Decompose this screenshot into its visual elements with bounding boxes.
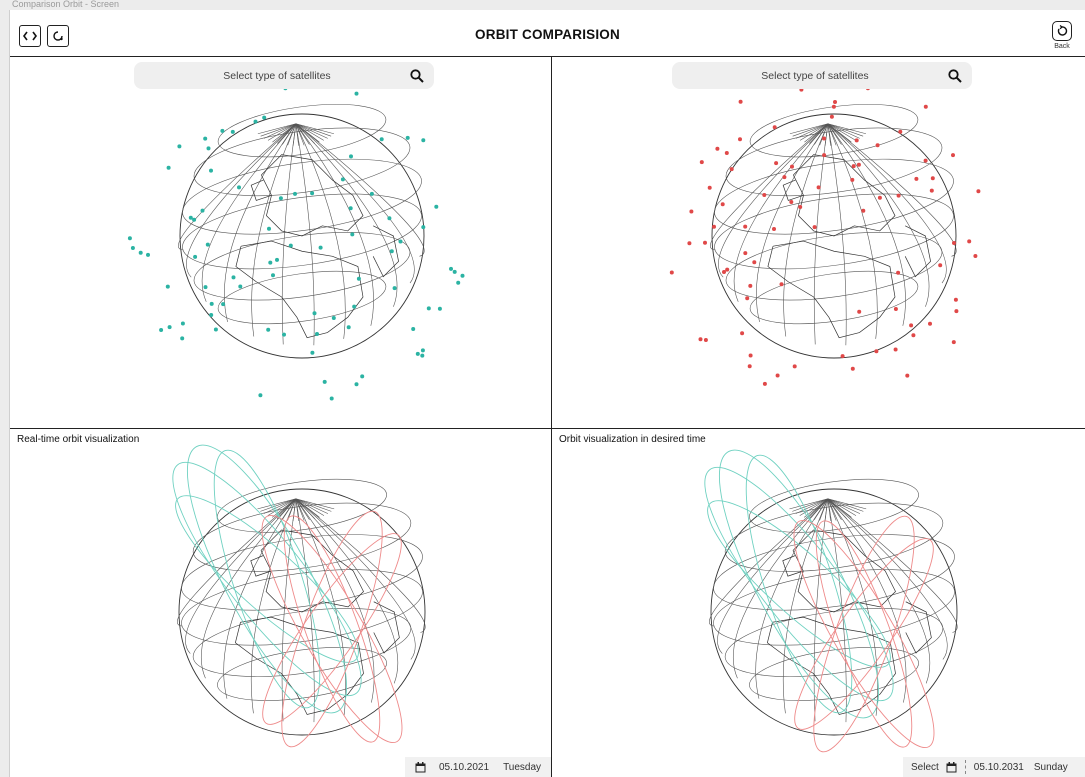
- page-title: ORBIT COMPARISION: [475, 27, 620, 42]
- back-label: Back: [1054, 43, 1070, 50]
- calendar-icon[interactable]: [946, 761, 957, 773]
- search-placeholder-right: Select type of satellites: [761, 69, 869, 82]
- search-placeholder-left: Select type of satellites: [223, 69, 331, 82]
- panel-satellites-left: Select type of satellites: [10, 57, 552, 429]
- date-selector-desired: Select 05.10.2031 Sunday: [903, 757, 1085, 777]
- earth-globe: [710, 104, 957, 359]
- date-select-button[interactable]: Select: [911, 761, 939, 773]
- orbit-globe-realtime[interactable]: [10, 429, 552, 777]
- top-bar: ORBIT COMPARISION Back: [10, 10, 1085, 57]
- back-button[interactable]: Back: [1050, 21, 1074, 50]
- panel-desired-time-orbits: Orbit visualization in desired time Sele…: [552, 429, 1085, 777]
- satellite-globe-right[interactable]: [552, 57, 1085, 429]
- orbit-paths: [704, 449, 935, 753]
- code-brackets-icon: [23, 31, 37, 41]
- app-window: ORBIT COMPARISION Back Select type of sa…: [9, 10, 1085, 777]
- continent-outline: [766, 529, 932, 715]
- satellite-dots: [669, 86, 981, 386]
- date-display-realtime: 05.10.2021 Tuesday: [405, 757, 551, 777]
- orbit-paths: [172, 444, 403, 748]
- comparison-grid: Select type of satellites Select type of…: [10, 57, 1085, 777]
- earth-globe: [177, 478, 426, 736]
- continent-outline: [234, 529, 400, 715]
- satellite-type-search-right[interactable]: Select type of satellites: [672, 62, 972, 89]
- code-toggle-button[interactable]: [19, 25, 41, 47]
- window-caption: Comparison Orbit - Screen: [12, 0, 120, 9]
- weekday-desired: Sunday: [1033, 761, 1068, 773]
- panel-realtime-orbits: Real-time orbit visualization 05.10.2021…: [10, 429, 552, 777]
- panel-title-desired: Orbit visualization in desired time: [559, 434, 706, 445]
- satellite-globe-left[interactable]: [10, 57, 552, 429]
- satellite-type-search-left[interactable]: Select type of satellites: [134, 62, 434, 89]
- search-icon[interactable]: [400, 68, 434, 83]
- date-value-desired: 05.10.2031: [973, 761, 1024, 773]
- date-value-realtime: 05.10.2021: [439, 761, 490, 773]
- weekday-realtime: Tuesday: [503, 761, 542, 773]
- calendar-icon: [415, 761, 426, 772]
- panel-satellites-right: Select type of satellites: [552, 57, 1085, 429]
- orbit-globe-icon: [53, 31, 63, 41]
- back-button-frame: [1052, 21, 1072, 41]
- orbit-view-button[interactable]: [47, 25, 69, 47]
- satellite-dots: [127, 86, 465, 401]
- search-icon[interactable]: [938, 68, 972, 83]
- date-divider: [964, 760, 966, 774]
- continent-outline: [767, 154, 931, 339]
- earth-globe: [178, 104, 425, 359]
- continent-outline: [235, 154, 399, 339]
- orbit-globe-desired[interactable]: [552, 429, 1085, 777]
- rotate-back-icon: [1057, 25, 1068, 36]
- panel-title-realtime: Real-time orbit visualization: [17, 434, 140, 445]
